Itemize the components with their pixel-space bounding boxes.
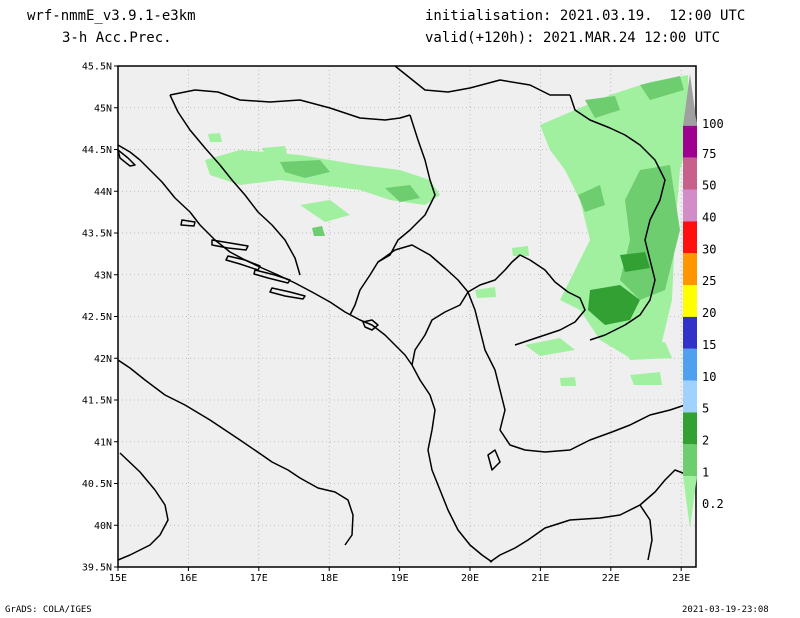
- lat-tick-label: 40N: [94, 521, 112, 532]
- model-title: wrf-nmmE_v3.9.1-e3km: [27, 8, 196, 24]
- coastline: [362, 319, 379, 331]
- border: [349, 114, 436, 316]
- footer-credit: GrADS: COLA/IGES: [5, 605, 92, 615]
- legend-label: 75: [702, 147, 716, 161]
- legend-swatch: [683, 380, 697, 413]
- island: [253, 269, 291, 284]
- legend-label: 40: [702, 211, 716, 225]
- precip-area: [578, 185, 605, 212]
- legend-label: 20: [702, 306, 716, 320]
- border: [569, 94, 666, 341]
- legend-label: 30: [702, 242, 716, 256]
- precip-area: [280, 160, 330, 178]
- island: [117, 149, 136, 167]
- legend-swatch: [683, 189, 697, 222]
- lake: [487, 449, 501, 471]
- lon-tick-label: 17E: [250, 573, 268, 584]
- legend-swatch: [683, 125, 697, 158]
- legend-label: 2: [702, 433, 709, 447]
- legend-label: 15: [702, 338, 716, 352]
- valid-time: valid(+120h): 2021.MAR.24 12:00 UTC: [425, 30, 721, 46]
- legend-swatch: [683, 444, 697, 477]
- precip-area: [262, 146, 288, 158]
- coastline: [639, 504, 653, 561]
- precip-area: [512, 246, 529, 256]
- footer-timestamp: 2021-03-19-23:08: [682, 605, 769, 615]
- coastline: [117, 452, 169, 561]
- precip-area: [385, 185, 420, 202]
- legend-swatch: [683, 412, 697, 445]
- init-time: initialisation: 2021.03.19. 12:00 UTC: [425, 8, 746, 24]
- precip-area: [312, 226, 325, 236]
- lon-tick-label: 15E: [109, 573, 127, 584]
- lon-tick-label: 18E: [320, 573, 338, 584]
- coastlines-and-borders: [117, 65, 689, 563]
- precip-area: [475, 287, 496, 298]
- legend-swatch: [683, 221, 697, 254]
- precip-area: [560, 377, 576, 386]
- lat-tick-label: 43N: [94, 270, 112, 281]
- precip-area: [630, 372, 662, 385]
- latitude-axis: 45.5N 45N 44.5N 44N 43.5N 43N 42.5N 42N 41.5N 41N…: [82, 62, 118, 574]
- border: [467, 254, 586, 346]
- border: [411, 364, 493, 563]
- legend-label: 50: [702, 179, 716, 193]
- precip-area: [620, 252, 650, 272]
- border: [467, 291, 686, 453]
- lat-tick-label: 44N: [94, 187, 112, 198]
- lon-tick-label: 23E: [672, 573, 690, 584]
- field-title: 3-h Acc.Prec.: [62, 30, 172, 46]
- legend-swatch: [683, 316, 697, 349]
- precip-area: [300, 200, 350, 222]
- lat-tick-label: 40.5N: [82, 479, 112, 490]
- lon-tick-label: 16E: [179, 573, 197, 584]
- lat-tick-label: 41N: [94, 437, 112, 448]
- island: [180, 219, 196, 227]
- precip-area: [205, 150, 440, 205]
- lon-tick-label: 22E: [602, 573, 620, 584]
- precip-area: [588, 285, 640, 325]
- legend-label: 5: [702, 402, 709, 416]
- border: [169, 94, 301, 276]
- lon-tick-label: 20E: [461, 573, 479, 584]
- lon-tick-label: 21E: [531, 573, 549, 584]
- legend-label: 10: [702, 370, 716, 384]
- lat-tick-label: 42.5N: [82, 312, 112, 323]
- lat-tick-label: 44.5N: [82, 145, 112, 156]
- longitude-axis: 15E 16E 17E 18E 19E 20E 21E 22E 23E: [109, 567, 690, 584]
- legend-swatch: [683, 476, 697, 528]
- coastline: [117, 144, 413, 366]
- legend-label: 1: [702, 465, 709, 479]
- legend-label: 0.2: [702, 497, 724, 511]
- lat-tick-label: 41.5N: [82, 396, 112, 407]
- precip-area: [620, 342, 672, 360]
- precip-area: [585, 96, 620, 118]
- border: [169, 89, 411, 121]
- precip-area: [525, 338, 575, 356]
- coastline: [117, 359, 354, 546]
- legend-swatch: [683, 285, 697, 317]
- island: [211, 239, 249, 251]
- legend-swatch: [683, 253, 697, 286]
- coastline: [489, 469, 689, 563]
- border: [394, 65, 570, 96]
- lat-tick-label: 45N: [94, 103, 112, 114]
- lon-tick-label: 19E: [391, 573, 409, 584]
- precip-area: [640, 76, 684, 100]
- lat-tick-label: 45.5N: [82, 62, 112, 73]
- color-legend: 100 75 50 40 30 25 20 15 10 5 2 1 0.2: [683, 74, 724, 528]
- lat-tick-label: 43.5N: [82, 229, 112, 240]
- legend-swatch: [683, 157, 697, 190]
- legend-label: 100: [702, 117, 724, 131]
- legend-swatch: [683, 74, 697, 126]
- precip-area: [208, 133, 222, 142]
- lat-tick-label: 42N: [94, 354, 112, 365]
- legend-swatch: [683, 348, 697, 381]
- legend-label: 25: [702, 274, 716, 288]
- island: [269, 287, 306, 300]
- lat-tick-label: 39.5N: [82, 563, 112, 574]
